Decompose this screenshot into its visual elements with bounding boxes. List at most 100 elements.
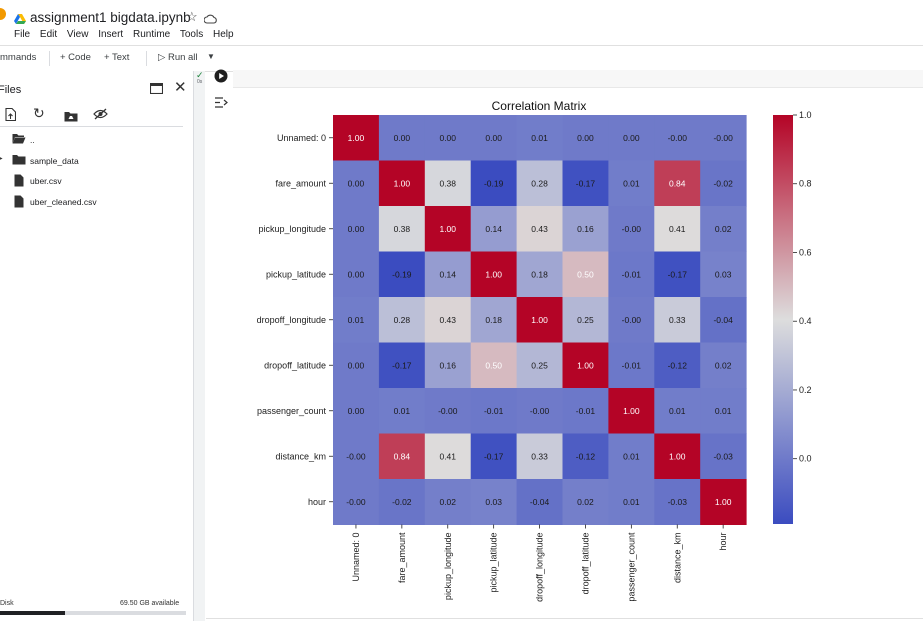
refresh-icon[interactable]: ↻ [33,105,45,121]
cell-gutter [194,71,205,621]
heatmap-cell [516,479,563,525]
menu-file[interactable]: File [14,29,31,40]
play-icon: ▷ [158,52,168,63]
heatmap-cell [700,479,747,525]
cell-value-label: -0.12 [668,360,688,370]
cell-value-label: -0.01 [622,360,642,370]
google-drive-icon [14,11,26,29]
menu-tools[interactable]: Tools [179,29,204,40]
menu-runtime[interactable]: Runtime [133,29,171,40]
cell-value-label: 1.00 [715,497,732,507]
cell-value-label: 0.84 [394,451,411,461]
colorbar [773,115,793,524]
add-text-button[interactable]: + Text [104,52,130,63]
menu-insert[interactable]: Insert [98,29,124,40]
add-code-button[interactable]: + Code [60,52,91,63]
run-cell-button[interactable] [214,69,228,88]
y-tick-label: fare_amount [275,178,326,188]
heatmap-cell [424,297,472,343]
toolbar: mmands + Code + Text ▷ Run all ▼ [0,45,923,72]
heatmap-cell [378,479,426,525]
commands-button[interactable]: mmands [0,52,37,63]
cell-value-label: 0.16 [439,360,456,370]
disk-usage-fill [0,611,65,615]
output-actions-icon[interactable] [214,96,228,114]
run-all-button[interactable]: ▷ Run all [158,52,198,63]
heatmap-cell [333,342,380,389]
heatmap-cell [562,251,609,298]
chevron-right-icon[interactable]: ▶ [0,156,3,162]
cloud-icon[interactable] [203,11,217,29]
cell-value-label: 0.00 [577,133,594,143]
upload-icon[interactable] [5,107,17,126]
cell-value-label: 0.41 [669,224,686,234]
cell-value-label: 0.28 [531,178,548,188]
run-all-dropdown-icon[interactable]: ▼ [207,52,215,61]
colorbar-tick-label: 0.2 [799,385,812,395]
heatmap-cell [654,206,701,252]
mount-drive-icon[interactable] [64,109,78,127]
x-tick-label: hour [718,532,728,550]
file-icon [14,174,24,189]
heatmap-cell [333,160,380,207]
heatmap-cell [470,388,518,434]
cell-value-label: 1.00 [623,406,640,416]
cell-value-label: -0.17 [668,269,688,279]
heatmap-cell [333,206,380,252]
y-tick-label: pickup_longitude [258,224,326,234]
cell-value-label: 0.00 [623,133,640,143]
menu-edit[interactable]: Edit [39,29,58,40]
heatmap-cell [470,160,518,207]
heatmap-cell [470,115,518,161]
cell-value-label: -0.01 [622,269,642,279]
cell-value-label: -0.02 [392,497,412,507]
cell-value-label: 0.33 [531,451,548,461]
heatmap-cell [654,115,701,161]
cell-value-label: -0.00 [668,133,688,143]
disk-available: 69.50 GB available [120,600,180,607]
cell-value-label: 0.25 [531,360,548,370]
heatmap-cell [562,479,609,525]
colab-logo[interactable] [0,8,6,20]
cell-value-label: 1.00 [348,133,365,143]
cell-value-label: 1.00 [439,224,456,234]
menu-view[interactable]: View [66,29,89,40]
heatmap-cell [516,251,563,298]
disk-usage-bar [0,611,186,615]
colorbar-ticks: 1.0 0.8 0.6 0.4 0.2 0.0 [793,110,812,464]
cell-value-label: -0.17 [392,360,412,370]
heatmap-cell [516,160,563,207]
toolbar-divider [49,51,50,66]
heatmap-cell [562,115,609,161]
cell-output: Correlation Matrix 1.00 0.00 0.00 0.00 0.01 0… [206,88,923,621]
cell-value-label: 0.02 [577,497,594,507]
hidden-files-icon[interactable] [93,107,108,125]
heatmap-cell [654,388,701,434]
cell-value-label: -0.04 [530,497,550,507]
colorbar-tick-label: 1.0 [799,110,812,120]
y-tick-label: distance_km [275,451,326,461]
heatmap-cell [424,342,472,389]
cell-value-label: 0.00 [439,133,456,143]
heatmap-cell [333,251,380,298]
cell-value-label: -0.12 [576,451,596,461]
cell-value-label: 0.01 [669,406,686,416]
heatmap-cell [378,251,426,298]
cell-value-label: 0.01 [348,315,365,325]
cell-value-label: -0.19 [392,269,412,279]
code-cell-editor[interactable] [233,70,923,88]
heatmap-cell [516,115,563,161]
heatmap-cell [333,479,380,525]
heatmap-cell [608,115,655,161]
open-in-tab-icon[interactable] [149,81,164,99]
heatmap-cell [378,342,426,389]
close-icon[interactable]: ✕ [174,79,187,96]
notebook-title[interactable]: assignment1 bigdata.ipynb [30,10,191,25]
cell-value-label: 1.00 [531,315,548,325]
correlation-heatmap: Correlation Matrix 1.00 0.00 0.00 0.00 0.01 0… [257,99,812,602]
heatmap-cell [654,342,701,389]
star-icon[interactable]: ☆ [186,9,198,24]
cell-value-label: 0.01 [623,451,640,461]
menu-help[interactable]: Help [213,29,234,40]
heatmap-cell [700,388,747,434]
